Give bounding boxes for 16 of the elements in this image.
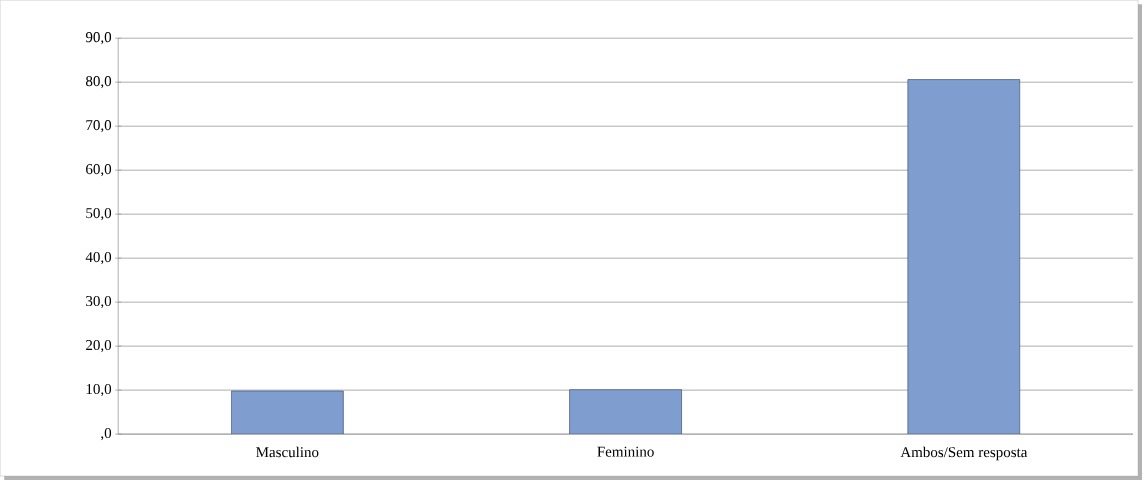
y-tick-label: 30,0 [86,295,112,309]
y-tick-label: 20,0 [86,339,112,353]
y-tick-label: 50,0 [86,207,112,221]
y-tick-label: 90,0 [85,32,112,45]
bar [569,389,682,435]
x-tick-label: Feminino [597,446,654,457]
bar [907,79,1021,435]
y-tick-label: ,0 [100,427,112,441]
x-tick-label: Masculino [256,446,319,458]
bar [230,390,344,435]
y-tick-label: 40,0 [85,251,112,265]
y-tick-label: 10,0 [86,383,112,397]
y-tick-label: 80,0 [85,76,112,89]
y-tick-label: 70,0 [86,120,112,133]
y-tick-label: 60,0 [86,163,112,177]
x-tick-label: Ambos/Sem resposta [900,446,1028,461]
